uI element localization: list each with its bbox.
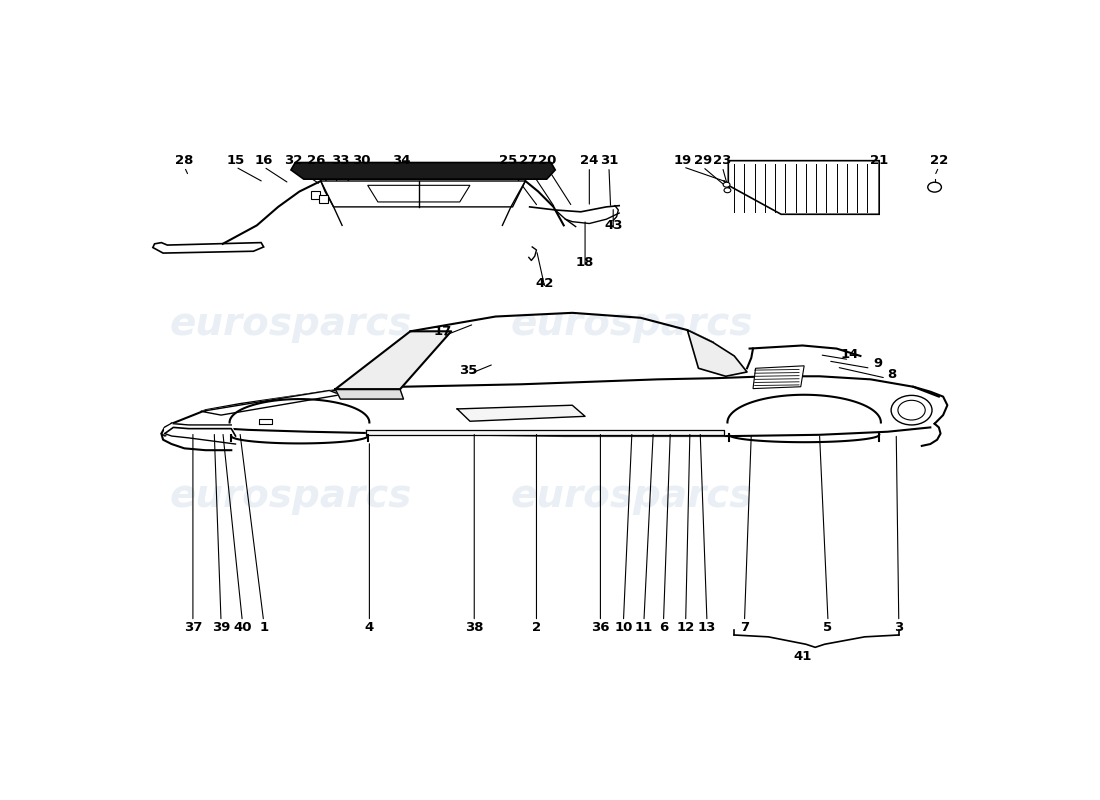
Text: 2: 2 <box>532 621 541 634</box>
Circle shape <box>891 395 932 425</box>
Text: 34: 34 <box>393 154 411 167</box>
Text: 43: 43 <box>604 219 623 232</box>
Text: 6: 6 <box>659 621 668 634</box>
Text: 17: 17 <box>433 325 452 338</box>
Polygon shape <box>754 366 804 389</box>
Text: 27: 27 <box>519 154 537 167</box>
Text: eurosparcs: eurosparcs <box>510 478 754 515</box>
Text: eurosparcs: eurosparcs <box>169 478 412 515</box>
Text: 32: 32 <box>284 154 302 167</box>
Text: 8: 8 <box>888 368 896 381</box>
Text: 16: 16 <box>254 154 273 167</box>
Text: 12: 12 <box>676 621 695 634</box>
Text: 18: 18 <box>576 256 594 269</box>
Text: 15: 15 <box>227 154 244 167</box>
Text: 7: 7 <box>740 621 749 634</box>
Polygon shape <box>290 162 556 179</box>
Text: 41: 41 <box>793 650 812 663</box>
Polygon shape <box>728 161 879 214</box>
Polygon shape <box>201 390 340 415</box>
Polygon shape <box>366 430 724 435</box>
Text: 25: 25 <box>499 154 517 167</box>
Circle shape <box>723 182 730 187</box>
Text: 26: 26 <box>307 154 326 167</box>
Text: 22: 22 <box>930 154 948 167</box>
Polygon shape <box>336 331 451 390</box>
Text: 39: 39 <box>212 621 230 634</box>
Text: 24: 24 <box>580 154 598 167</box>
Text: eurosparcs: eurosparcs <box>169 305 412 343</box>
Text: 21: 21 <box>870 154 889 167</box>
Text: 9: 9 <box>873 358 882 370</box>
Text: 42: 42 <box>536 278 554 290</box>
Text: 37: 37 <box>184 621 202 634</box>
Text: 3: 3 <box>894 621 903 634</box>
Bar <box>319 194 329 202</box>
Text: 28: 28 <box>175 154 194 167</box>
Text: 5: 5 <box>824 621 833 634</box>
Text: 10: 10 <box>614 621 632 634</box>
Polygon shape <box>321 181 526 207</box>
Text: 30: 30 <box>352 154 370 167</box>
Text: 1: 1 <box>260 621 268 634</box>
Polygon shape <box>165 424 235 448</box>
Polygon shape <box>336 390 404 399</box>
Text: 4: 4 <box>365 621 374 634</box>
Text: 11: 11 <box>635 621 653 634</box>
Bar <box>310 191 320 199</box>
Circle shape <box>927 182 942 192</box>
Text: eurosparcs: eurosparcs <box>510 305 754 343</box>
Circle shape <box>724 188 730 193</box>
Text: 31: 31 <box>600 154 618 167</box>
Text: 23: 23 <box>713 154 732 167</box>
Text: 35: 35 <box>459 364 477 377</box>
Text: 33: 33 <box>331 154 350 167</box>
Polygon shape <box>172 376 943 438</box>
Text: 13: 13 <box>697 621 716 634</box>
Text: 29: 29 <box>694 154 712 167</box>
Text: 36: 36 <box>591 621 609 634</box>
Text: 38: 38 <box>465 621 484 634</box>
Text: 19: 19 <box>674 154 692 167</box>
Polygon shape <box>688 330 747 376</box>
Text: 20: 20 <box>538 154 556 167</box>
Text: 40: 40 <box>233 621 252 634</box>
Polygon shape <box>458 406 585 422</box>
Text: 14: 14 <box>840 348 858 362</box>
